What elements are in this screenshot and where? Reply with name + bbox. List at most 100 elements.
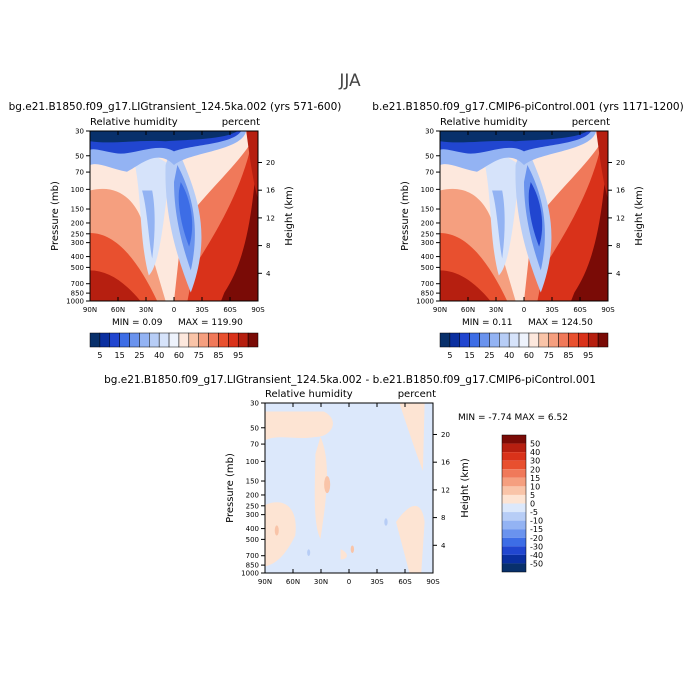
panel-lig: bg.e21.B1850.f09_g17.LIGtransient_124.5k… [9, 101, 342, 360]
field-label: Relative humidity [265, 389, 353, 400]
colorbar-swatch [502, 563, 526, 572]
colorbar-label: 85 [213, 351, 223, 360]
y-tick-label: 850 [246, 562, 259, 570]
colorbar-swatch [439, 332, 451, 348]
colorbar: 5 15 25 40 60 75 85 95 [89, 332, 259, 360]
x-tick-label: 60S [223, 306, 237, 314]
colorbar-frame [501, 434, 527, 573]
colorbar-swatch [139, 332, 150, 348]
contour-fill [396, 505, 425, 573]
contour-fill [307, 549, 311, 556]
max-value: MAX = 124.50 [528, 318, 593, 328]
y-axis-label: Pressure (mb) [225, 453, 236, 523]
y2-axis-label: Height (km) [634, 186, 645, 246]
x-tick-label: 90S [251, 306, 265, 314]
y2-tick-label: 20 [441, 431, 450, 439]
units-label: percent [572, 117, 610, 128]
colorbar-swatch [218, 332, 229, 348]
y-axis-label: Pressure (mb) [400, 181, 411, 251]
colorbar-swatch [502, 452, 526, 461]
x-tick-label: 0 [522, 306, 526, 314]
colorbar-swatch [502, 512, 526, 521]
colorbar-label: 5 [530, 491, 535, 500]
x-tick-label: 90S [426, 578, 440, 586]
contour-fill [274, 525, 279, 536]
x-tick-label: 60S [573, 306, 587, 314]
colorbar-label: -10 [530, 517, 543, 526]
contour-fill [384, 518, 388, 526]
field-label: Relative humidity [90, 117, 178, 128]
colorbar-label: 60 [524, 351, 534, 360]
y-tick-label: 1000 [416, 298, 434, 306]
contour-fill [90, 270, 141, 301]
field-label: Relative humidity [440, 117, 528, 128]
colorbar-swatch [502, 503, 526, 513]
colorbar-swatch [578, 332, 589, 348]
y-tick-label: 200 [246, 491, 259, 499]
x-tick-label: 60N [111, 306, 125, 314]
y-tick-label: 250 [71, 230, 84, 238]
colorbar-label: 15 [115, 351, 125, 360]
panel-title: bg.e21.B1850.f09_g17.LIGtransient_124.5k… [104, 374, 596, 386]
colorbar-swatch [502, 435, 526, 444]
y-tick-label: 850 [71, 290, 84, 298]
y2-tick-label: 4 [616, 270, 621, 278]
colorbar-swatch [469, 332, 480, 348]
y-tick-label: 100 [246, 458, 259, 466]
colorbar-swatch [188, 332, 199, 348]
colorbar-label: 25 [484, 351, 494, 360]
x-tick-label: 60N [461, 306, 475, 314]
plot-area: 90N 60N 30N 0 30S 60S 90S100085070050040030025… [66, 128, 275, 315]
x-tick-label: 30S [370, 578, 384, 586]
contour-fill [350, 545, 355, 553]
y-tick-label: 300 [421, 239, 434, 247]
colorbar-label: -30 [530, 542, 543, 551]
contour-fill [265, 502, 296, 567]
colorbar-label: 40 [154, 351, 164, 360]
colorbar-label: 25 [134, 351, 144, 360]
units-label: percent [222, 117, 260, 128]
y2-tick-label: 20 [616, 159, 625, 167]
colorbar-label: 85 [563, 351, 573, 360]
y-tick-label: 1000 [241, 570, 259, 578]
colorbar-swatch [597, 332, 609, 348]
contour-fill [314, 437, 327, 539]
colorbar-swatch [502, 520, 526, 530]
y2-tick-label: 8 [441, 514, 445, 522]
colorbar-swatch [502, 546, 526, 555]
y2-tick-label: 8 [616, 242, 620, 250]
contour-fill [142, 190, 155, 259]
colorbar-label: -5 [530, 508, 538, 517]
y-tick-label: 1000 [66, 298, 84, 306]
y2-tick-label: 12 [616, 214, 625, 222]
y-axis-label: Pressure (mb) [50, 181, 61, 251]
colorbar-swatch [502, 477, 526, 487]
colorbar-swatch [568, 332, 579, 348]
contour-fill [596, 131, 608, 199]
y-tick-label: 300 [71, 239, 84, 247]
colorbar-swatch [499, 332, 510, 348]
colorbar-swatch [479, 332, 490, 348]
colorbar-swatch [502, 460, 526, 470]
x-tick-label: 30N [139, 306, 153, 314]
y-tick-label: 250 [246, 502, 259, 510]
colorbar-label: 50 [530, 440, 540, 449]
contour-fill [399, 403, 425, 471]
colorbar-label: 60 [174, 351, 184, 360]
colorbar-label: 40 [504, 351, 514, 360]
y2-tick-label: 4 [441, 542, 446, 550]
x-tick-label: 90N [433, 306, 447, 314]
y-tick-label: 150 [246, 478, 259, 486]
y-tick-label: 200 [71, 219, 84, 227]
y-tick-label: 200 [421, 219, 434, 227]
x-tick-label: 60N [286, 578, 300, 586]
x-tick-label: 0 [172, 306, 176, 314]
y2-tick-label: 12 [266, 214, 275, 222]
y-tick-label: 30 [75, 128, 84, 136]
colorbar-label: 0 [530, 500, 535, 509]
contour-fill [90, 131, 238, 143]
contour-fill [324, 476, 331, 494]
y-tick-label: 300 [246, 511, 259, 519]
y-tick-label: 70 [75, 169, 84, 177]
y-tick-label: 700 [421, 280, 434, 288]
